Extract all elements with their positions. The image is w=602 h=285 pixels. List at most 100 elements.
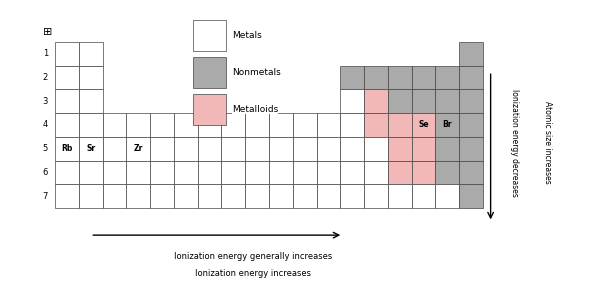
Bar bbox=[55, 89, 79, 113]
Bar bbox=[126, 184, 150, 208]
Bar bbox=[435, 184, 459, 208]
Bar bbox=[459, 184, 483, 208]
Bar bbox=[126, 137, 150, 160]
Bar bbox=[388, 184, 412, 208]
Bar bbox=[388, 137, 412, 160]
Text: Atomic size increases: Atomic size increases bbox=[544, 101, 552, 184]
Bar bbox=[103, 113, 126, 137]
Bar bbox=[459, 160, 483, 184]
Bar bbox=[245, 113, 269, 137]
Bar bbox=[293, 184, 317, 208]
Text: 7: 7 bbox=[43, 192, 48, 201]
Bar bbox=[317, 113, 340, 137]
Text: Ionization energy increases: Ionization energy increases bbox=[195, 269, 311, 278]
Bar bbox=[197, 137, 222, 160]
Text: 6: 6 bbox=[43, 168, 48, 177]
Bar bbox=[103, 184, 126, 208]
Bar bbox=[340, 160, 364, 184]
Bar bbox=[293, 113, 317, 137]
Bar bbox=[364, 66, 388, 89]
Text: Nonmetals: Nonmetals bbox=[232, 68, 281, 77]
Bar bbox=[340, 137, 364, 160]
Bar bbox=[79, 66, 103, 89]
Bar bbox=[388, 113, 412, 137]
Bar bbox=[340, 89, 364, 113]
Bar bbox=[150, 160, 174, 184]
Text: Metals: Metals bbox=[232, 31, 261, 40]
Bar bbox=[388, 89, 412, 113]
Bar bbox=[55, 160, 79, 184]
Text: Se: Se bbox=[418, 121, 429, 129]
Bar bbox=[150, 184, 174, 208]
Bar bbox=[55, 42, 79, 66]
Text: Ionization energy generally increases: Ionization energy generally increases bbox=[174, 252, 332, 261]
Bar bbox=[55, 184, 79, 208]
Text: Metalloids: Metalloids bbox=[232, 105, 278, 114]
Bar bbox=[174, 137, 197, 160]
Bar bbox=[435, 160, 459, 184]
Bar bbox=[79, 137, 103, 160]
Text: Rb: Rb bbox=[61, 144, 73, 153]
Bar bbox=[222, 113, 245, 137]
Bar bbox=[150, 137, 174, 160]
Text: 5: 5 bbox=[43, 144, 48, 153]
Bar bbox=[197, 113, 222, 137]
Bar bbox=[245, 184, 269, 208]
Bar bbox=[412, 184, 435, 208]
Bar bbox=[317, 137, 340, 160]
Bar bbox=[55, 66, 79, 89]
Bar bbox=[222, 160, 245, 184]
Bar bbox=[459, 66, 483, 89]
Bar bbox=[293, 137, 317, 160]
Bar bbox=[317, 184, 340, 208]
Bar bbox=[388, 160, 412, 184]
Bar bbox=[459, 42, 483, 66]
Bar bbox=[79, 160, 103, 184]
Bar bbox=[364, 137, 388, 160]
Bar bbox=[340, 66, 364, 89]
Bar bbox=[364, 184, 388, 208]
Bar bbox=[126, 160, 150, 184]
Bar bbox=[412, 113, 435, 137]
Bar bbox=[435, 113, 459, 137]
Bar bbox=[245, 160, 269, 184]
Bar bbox=[269, 113, 293, 137]
Bar bbox=[459, 113, 483, 137]
Text: 4: 4 bbox=[43, 121, 48, 129]
Bar bbox=[459, 89, 483, 113]
Bar bbox=[412, 160, 435, 184]
Bar bbox=[269, 137, 293, 160]
Bar bbox=[435, 137, 459, 160]
Bar bbox=[174, 160, 197, 184]
Text: Nonmetals: Nonmetals bbox=[232, 68, 281, 77]
Bar bbox=[197, 184, 222, 208]
Bar bbox=[55, 137, 79, 160]
Bar bbox=[174, 113, 197, 137]
Text: ⊞: ⊞ bbox=[43, 27, 53, 37]
Bar bbox=[364, 160, 388, 184]
Bar bbox=[103, 137, 126, 160]
Bar bbox=[435, 89, 459, 113]
Bar bbox=[222, 184, 245, 208]
Bar bbox=[222, 137, 245, 160]
Bar bbox=[174, 184, 197, 208]
Bar bbox=[79, 89, 103, 113]
Text: 1: 1 bbox=[43, 49, 48, 58]
Text: Zr: Zr bbox=[134, 144, 143, 153]
Bar bbox=[340, 184, 364, 208]
Bar bbox=[340, 113, 364, 137]
Bar bbox=[245, 137, 269, 160]
Bar bbox=[364, 113, 388, 137]
Text: 2: 2 bbox=[43, 73, 48, 82]
Bar bbox=[435, 66, 459, 89]
Bar bbox=[269, 184, 293, 208]
Bar bbox=[79, 184, 103, 208]
Text: Metals: Metals bbox=[232, 31, 261, 40]
Bar bbox=[412, 137, 435, 160]
Bar bbox=[412, 66, 435, 89]
Bar bbox=[412, 89, 435, 113]
Bar bbox=[364, 89, 388, 113]
Bar bbox=[388, 66, 412, 89]
Bar bbox=[79, 113, 103, 137]
Text: Metalloids: Metalloids bbox=[232, 105, 278, 114]
